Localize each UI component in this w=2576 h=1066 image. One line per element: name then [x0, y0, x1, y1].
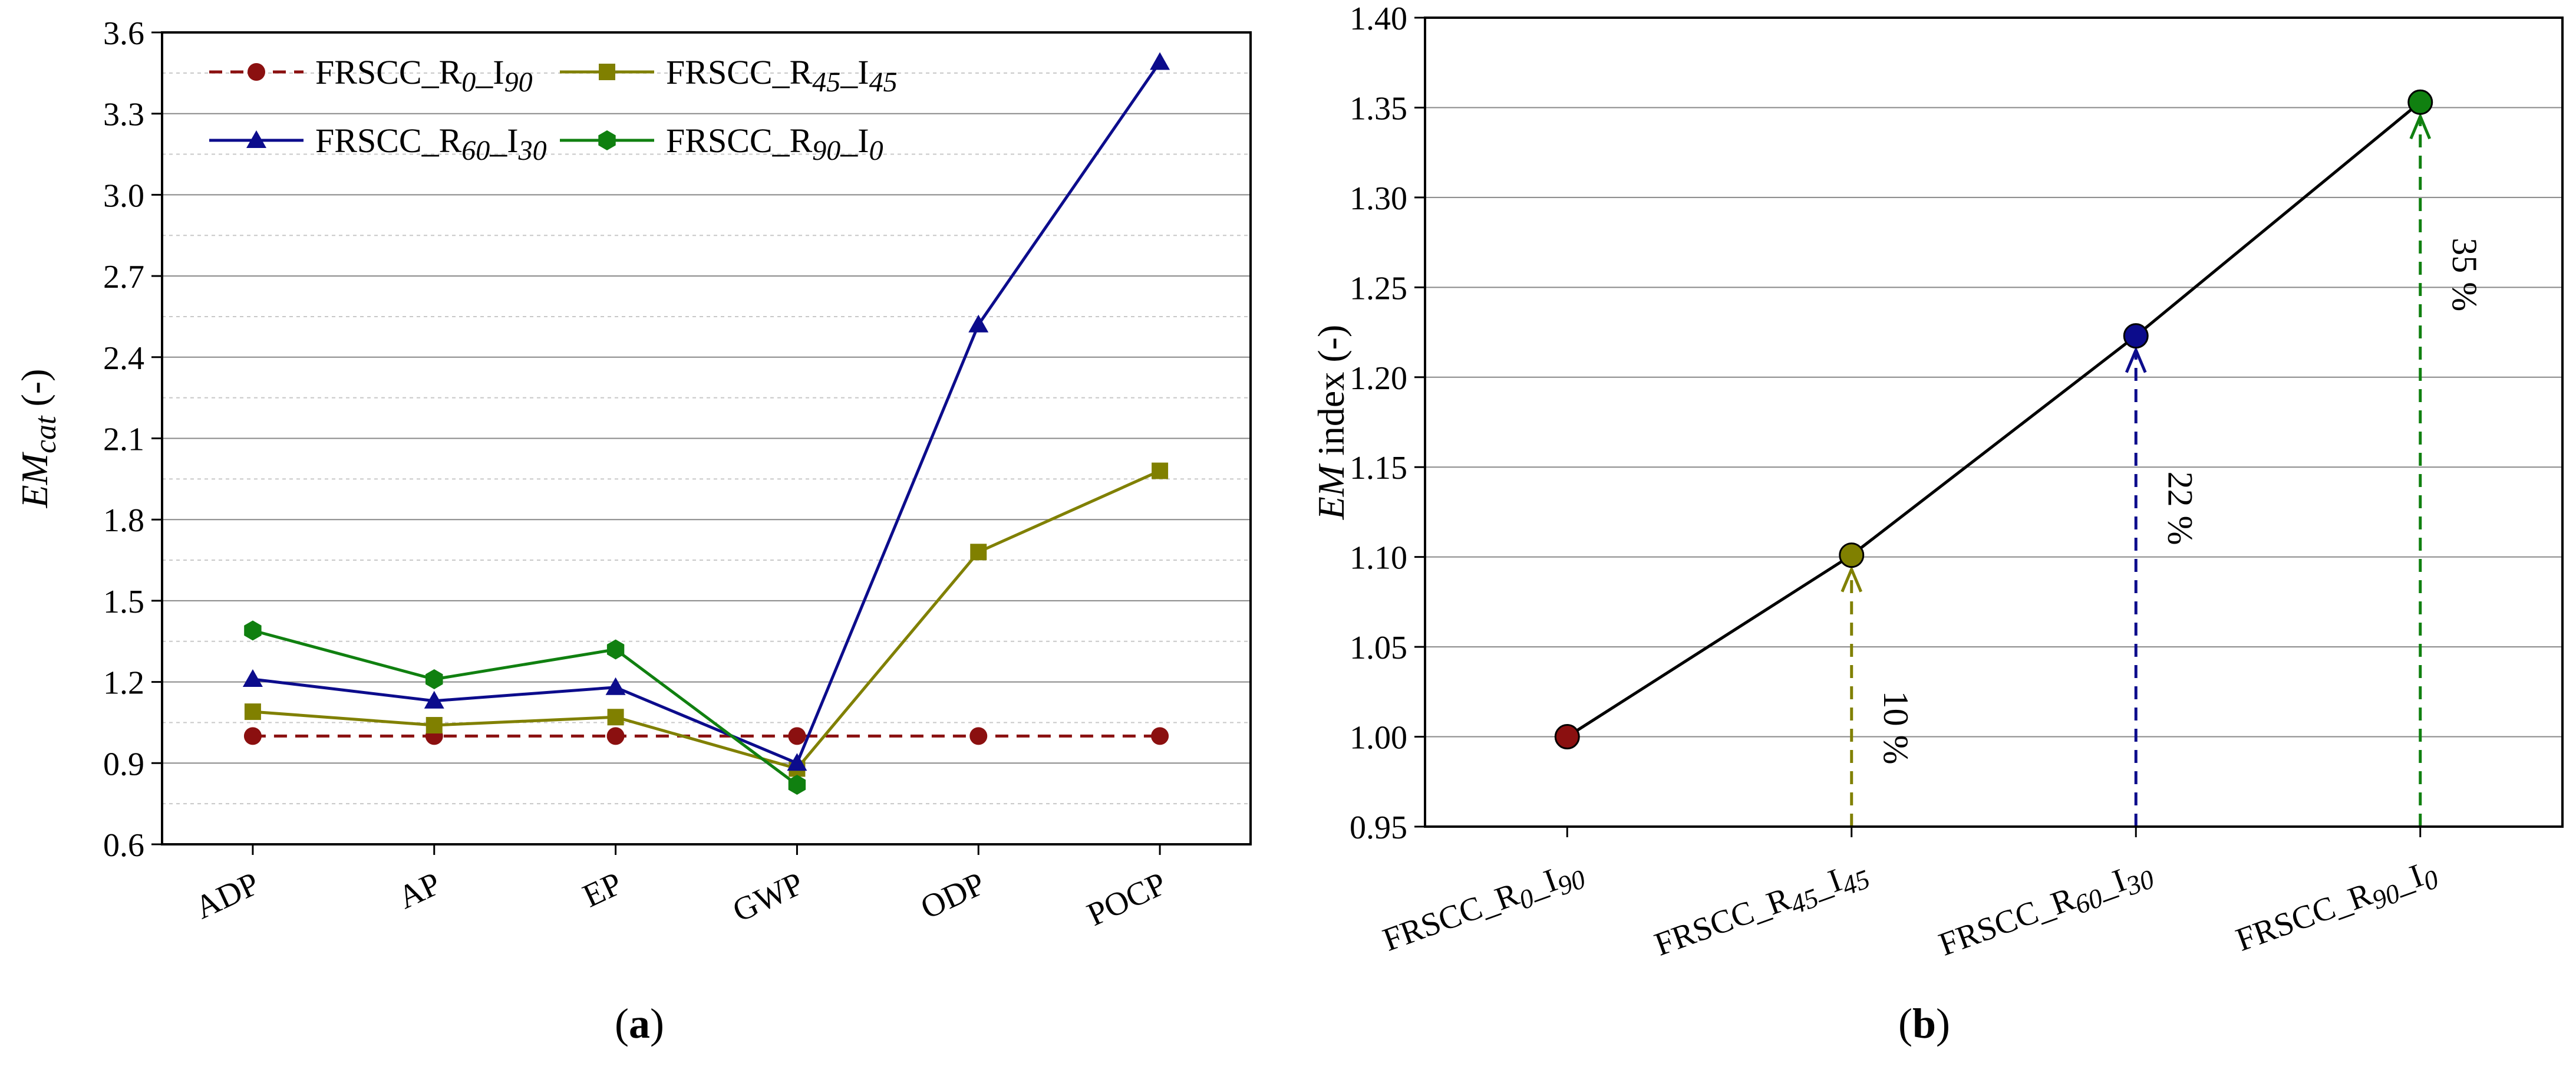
- b-plot-frame: [1424, 17, 2564, 828]
- b-point-0: [1554, 724, 1580, 750]
- a-point-FRSCC_R0_I90-GWP: [788, 727, 806, 745]
- a-point-FRSCC_R90_I0-ADP: [244, 620, 262, 641]
- a-legend-marker-FRSCC_R60_I30: [246, 130, 266, 148]
- a-point-FRSCC_R0_I90-ODP: [969, 727, 988, 745]
- a-series-line-FRSCC_R45_I45: [252, 469, 1161, 771]
- a-legend-label-FRSCC_R90_I0: FRSCC_R90_I0: [666, 121, 883, 166]
- a-point-FRSCC_R45_I45-POCP: [1152, 462, 1169, 479]
- chart-panel-a: 0.6 0.9 1.2 1.5 1.8 2.1 2.4 2.7 3.0 3.3 3.6 ADP AP EP…: [14, 15, 1252, 933]
- b-annotation-2: 22 %: [2161, 472, 2199, 545]
- a-point-FRSCC_R45_I45-AP: [426, 717, 443, 734]
- a-y-tick-label: 1.8: [103, 502, 144, 539]
- b-y-tick-label: 1.00: [1350, 720, 1407, 756]
- b-x-tick-label: FRSCC_R90_I0: [2231, 853, 2442, 963]
- a-y-tick-label: 0.9: [103, 746, 144, 782]
- a-y-tick-label: 0.6: [103, 827, 144, 864]
- a-plot-frame: [161, 31, 1252, 845]
- b-y-tick-label: 1.15: [1350, 450, 1407, 486]
- a-point-FRSCC_R0_I90-EP: [606, 727, 625, 745]
- b-point-1: [1839, 542, 1865, 568]
- b-y-axis-label: EM index (-): [1310, 325, 1352, 521]
- a-x-tick-label: AP: [392, 866, 446, 916]
- b-y-tick-label: 1.10: [1350, 540, 1407, 577]
- a-point-FRSCC_R60_I30-POCP: [1150, 52, 1170, 70]
- a-point-FRSCC_R45_I45-EP: [607, 709, 624, 726]
- a-series-line-FRSCC_R60_I30: [252, 61, 1162, 765]
- b-arrow-head-2: [2125, 346, 2147, 373]
- a-legend-marker-FRSCC_R0_I90: [248, 63, 265, 81]
- a-point-FRSCC_R90_I0-GWP: [788, 775, 806, 795]
- a-legend-marker-FRSCC_R45_I45: [599, 64, 615, 80]
- a-legend-label-FRSCC_R60_I30: FRSCC_R60_I30: [315, 121, 547, 166]
- b-annotation-3: 35 %: [2445, 238, 2484, 311]
- b-arrow-head-3: [2409, 112, 2432, 140]
- b-y-tick-label: 1.35: [1350, 90, 1407, 127]
- a-point-FRSCC_R45_I45-ODP: [970, 544, 987, 561]
- a-x-tick-label: POCP: [1081, 866, 1172, 933]
- b-y-tick-label: 1.25: [1350, 270, 1407, 307]
- b-x-tick-label: FRSCC_R45_I45: [1650, 853, 1874, 968]
- a-x-tick-label: ADP: [190, 866, 265, 927]
- a-point-FRSCC_R60_I30-EP: [605, 677, 626, 695]
- a-point-FRSCC_R60_I30-AP: [424, 690, 444, 709]
- a-legend-marker-FRSCC_R90_I0: [598, 130, 616, 150]
- a-point-FRSCC_R60_I30-ODP: [968, 314, 989, 333]
- b-series-line: [1566, 101, 2422, 738]
- b-annotation-1: 10 %: [1876, 691, 1915, 765]
- a-y-tick-label: 2.7: [103, 259, 144, 295]
- b-y-tick-label: 1.40: [1350, 1, 1407, 37]
- a-x-tick-label: GWP: [727, 866, 809, 930]
- a-x-tick-label: EP: [578, 866, 628, 915]
- a-y-tick-label: 3.6: [103, 15, 144, 52]
- b-x-tick-label: FRSCC_R0_I90: [1378, 853, 1589, 963]
- b-y-tick-label: 1.30: [1350, 180, 1407, 217]
- panel-b-label: (b): [1898, 1000, 1950, 1047]
- a-y-tick-label: 2.4: [103, 340, 144, 377]
- a-point-FRSCC_R90_I0-EP: [606, 639, 625, 660]
- b-y-tick-label: 1.05: [1350, 630, 1407, 666]
- a-point-FRSCC_R0_I90-POCP: [1151, 727, 1169, 745]
- a-series-line-FRSCC_R90_I0: [252, 629, 798, 787]
- a-y-tick-label: 1.2: [103, 665, 144, 702]
- a-y-axis-label: EMcat (-): [14, 369, 62, 509]
- panel-a-label: (a): [615, 1000, 664, 1047]
- chart-panel-b: 0.95 1.00 1.05 1.10 1.15 1.20 1.25 1.30 1.35 1.40…: [1310, 1, 2564, 968]
- a-point-FRSCC_R60_I30-GWP: [787, 753, 807, 771]
- b-arrow-head-1: [1841, 565, 1863, 593]
- a-point-FRSCC_R0_I90-ADP: [243, 727, 262, 745]
- b-x-tick-label: FRSCC_R60_I30: [1934, 853, 2158, 968]
- a-legend-label-FRSCC_R0_I90: FRSCC_R0_I90: [315, 53, 533, 98]
- a-point-FRSCC_R90_I0-AP: [426, 669, 443, 689]
- a-x-tick-label: ODP: [915, 866, 991, 927]
- a-point-FRSCC_R45_I45-ADP: [244, 703, 261, 720]
- a-y-tick-label: 3.0: [103, 177, 144, 214]
- b-point-2: [2123, 323, 2149, 349]
- a-y-tick-label: 3.3: [103, 97, 144, 133]
- a-y-tick-label: 2.1: [103, 422, 144, 458]
- a-point-FRSCC_R60_I30-ADP: [242, 669, 263, 687]
- a-legend-label-FRSCC_R45_I45: FRSCC_R45_I45: [666, 53, 898, 98]
- a-y-tick-label: 1.5: [103, 584, 144, 620]
- b-y-tick-label: 1.20: [1350, 360, 1407, 397]
- b-point-3: [2407, 89, 2433, 115]
- b-y-tick-label: 0.95: [1350, 810, 1407, 846]
